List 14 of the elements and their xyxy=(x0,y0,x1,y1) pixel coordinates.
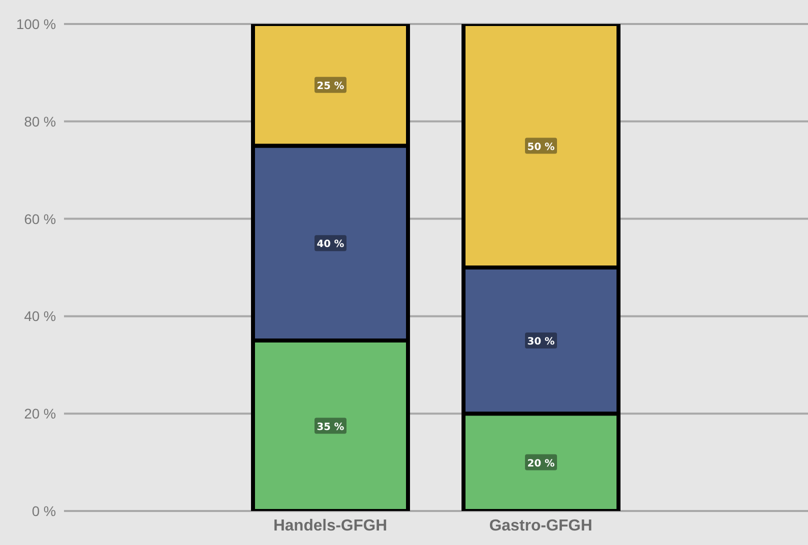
data-label: 50 % xyxy=(527,142,555,153)
data-label: 20 % xyxy=(527,458,555,470)
x-tick-label: Handels-GFGH xyxy=(273,517,388,534)
y-tick-label: 60 % xyxy=(24,210,56,227)
data-label: 25 % xyxy=(316,80,344,92)
data-label: 40 % xyxy=(316,239,344,250)
data-label: 30 % xyxy=(527,336,555,348)
y-tick-label: 80 % xyxy=(24,113,56,130)
y-tick-label: 100 % xyxy=(16,16,56,32)
data-label: 35 % xyxy=(316,422,344,433)
x-tick-label: Gastro-GFGH xyxy=(489,517,592,534)
y-tick-label: 20 % xyxy=(24,406,56,422)
y-tick-label: 0 % xyxy=(32,502,56,519)
y-tick-label: 40 % xyxy=(24,308,56,324)
